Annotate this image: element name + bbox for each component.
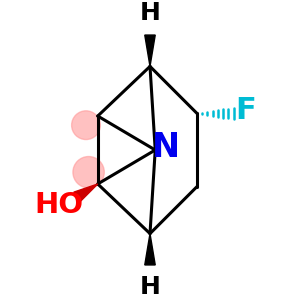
Text: H: H <box>140 275 160 299</box>
Circle shape <box>73 157 104 188</box>
Text: HO: HO <box>34 191 83 219</box>
Polygon shape <box>145 35 155 66</box>
Polygon shape <box>74 184 98 202</box>
Text: H: H <box>140 1 160 25</box>
Text: N: N <box>152 131 180 164</box>
Circle shape <box>72 111 101 140</box>
Text: F: F <box>235 96 256 125</box>
Polygon shape <box>145 234 155 265</box>
